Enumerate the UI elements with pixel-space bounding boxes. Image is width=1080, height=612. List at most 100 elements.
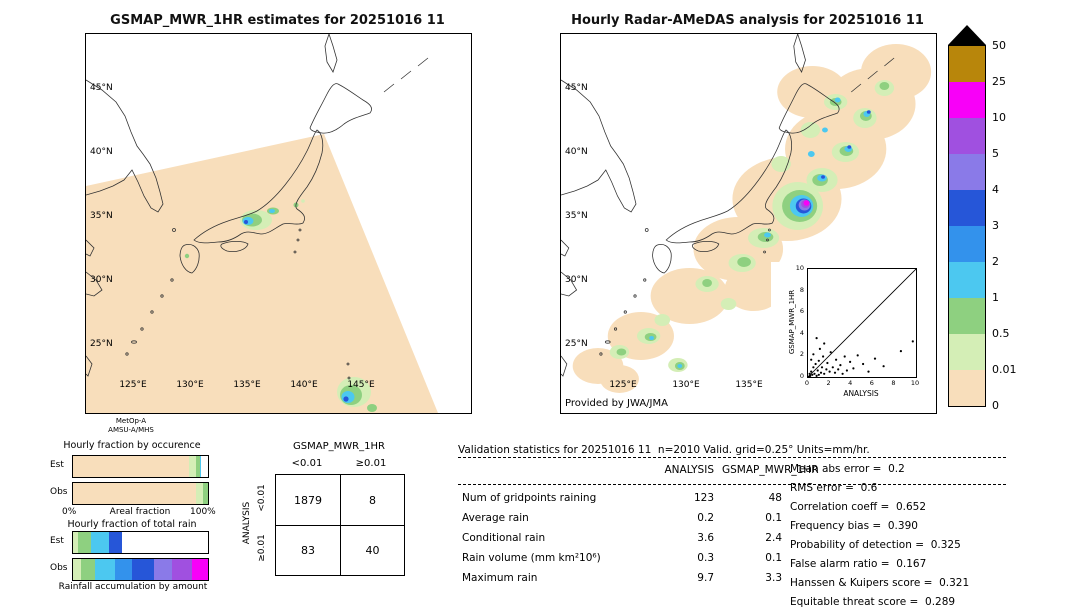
- stats-value-gsmap: 2.4: [765, 532, 782, 544]
- scatter-point: [820, 366, 824, 369]
- bar-segment: [73, 559, 82, 580]
- map-credit: Provided by JWA/JMA: [565, 398, 668, 409]
- scatter-point: [809, 374, 812, 377]
- total-rain-bar-obs: [72, 558, 209, 581]
- stats-row: Num of gridpoints raining 123 48: [462, 488, 782, 508]
- scatter-point: [816, 369, 819, 372]
- contingency-cell: 1879: [294, 493, 322, 507]
- colorbar-segment: [949, 154, 985, 190]
- inset-plot-frame: [807, 268, 917, 378]
- stats-value-analysis: 0.2: [697, 512, 714, 524]
- inset-x-tick: 6: [869, 379, 874, 387]
- scatter-point: [810, 370, 813, 373]
- colorbar-labels: 50 25 10 5 4 3 2 1 0.5 0.01 0: [992, 25, 1036, 425]
- lon-label: 130°E: [672, 380, 700, 390]
- scatter-point: [815, 337, 818, 340]
- contingency-cell: 83: [276, 525, 340, 575]
- left-map-title: GSMAP_MWR_1HR estimates for 20251016 11: [110, 13, 445, 28]
- coastlines: [86, 34, 429, 380]
- colorbar: [948, 25, 986, 407]
- stats-value-gsmap: 0.1: [765, 552, 782, 564]
- colorbar-label: 0.01: [992, 363, 1017, 376]
- total-rain-caption: Rainfall accumulation by amount: [58, 582, 208, 592]
- lon-label: 140°E: [290, 380, 318, 390]
- contingency-row-header: ≥0.01: [257, 534, 267, 562]
- bar-segment: [73, 483, 196, 504]
- inset-y-tick: 6: [799, 307, 804, 316]
- stat-line: Hanssen & Kuipers score = 0.321: [790, 577, 970, 589]
- scatter-point: [812, 353, 815, 356]
- lat-label: 35°N: [90, 211, 113, 221]
- occurrence-bar-obs: [72, 482, 209, 505]
- occurrence-caption: Areal fraction: [109, 507, 171, 517]
- scatter-point: [826, 361, 829, 365]
- scatter-point: [829, 351, 832, 354]
- lon-label: 145°E: [347, 380, 375, 390]
- lon-label: 135°E: [233, 380, 261, 390]
- scatter-point: [818, 347, 821, 350]
- stats-col-analysis: ANALYSIS: [664, 464, 714, 476]
- scatter-points: [808, 337, 914, 378]
- stat-line: RMS error = 0.6: [790, 482, 878, 494]
- stats-row: Conditional rain 3.6 2.4: [462, 528, 782, 548]
- scatter-point: [823, 372, 826, 375]
- scatter-point: [811, 373, 814, 376]
- lat-label: 45°N: [90, 83, 113, 93]
- obs-label: Obs: [50, 487, 68, 497]
- scatter-point: [849, 360, 852, 363]
- lon-label: 135°E: [735, 380, 763, 390]
- scatter-point: [911, 340, 914, 343]
- right-map: Provided by JWA/JMA GSMAP_MWR_1HR ANALYS…: [560, 33, 937, 414]
- colorbar-segment: [949, 46, 985, 82]
- bar-segment: [81, 559, 95, 580]
- est-label: Est: [50, 460, 64, 470]
- bar-segment: [153, 559, 172, 580]
- scatter-point: [825, 368, 828, 371]
- stats-value-gsmap: 3.3: [765, 572, 782, 584]
- lon-label: 125°E: [119, 380, 147, 390]
- scatter-point: [817, 373, 820, 376]
- lat-label: 40°N: [565, 147, 588, 157]
- bar-segment: [202, 483, 208, 504]
- colorbar-label: 1: [992, 291, 999, 304]
- colorbar-segment: [949, 370, 985, 406]
- stat-line: Frequency bias = 0.390: [790, 520, 918, 532]
- occurrence-axis-max: 100%: [190, 507, 216, 517]
- inset-y-tick: 8: [799, 285, 804, 294]
- stats-row-label: Num of gridpoints raining: [462, 492, 597, 504]
- scatter-point: [819, 371, 823, 374]
- right-map-title: Hourly Radar-AMeDAS analysis for 2025101…: [571, 13, 924, 28]
- scatter-point: [837, 368, 840, 371]
- bar-segment: [195, 456, 200, 477]
- stat-line: Mean abs error = 0.2: [790, 463, 905, 475]
- bar-segment: [94, 559, 115, 580]
- lat-label: 35°N: [565, 211, 588, 221]
- colorbar-segment: [949, 298, 985, 334]
- stats-value-analysis: 123: [693, 492, 714, 504]
- sensor-note: MetOp-A AMSU-A/MHS: [85, 417, 177, 435]
- scatter-point: [862, 362, 865, 366]
- inset-y-tick: 2: [799, 350, 804, 359]
- contingency-cell: 40: [340, 525, 404, 575]
- bar-segment: [73, 456, 190, 477]
- total-rain-bar-est: [72, 531, 209, 554]
- left-map-canvas: [86, 34, 438, 413]
- stats-row: Rain volume (mm km²10⁶) 0.3 0.1: [462, 548, 782, 568]
- colorbar-segment: [949, 226, 985, 262]
- right-map-canvas: [561, 34, 932, 393]
- stat-line: Probability of detection = 0.325: [790, 539, 961, 551]
- stats-value-analysis: 3.6: [697, 532, 714, 544]
- colorbar-label: 4: [992, 183, 999, 196]
- scatter-point: [833, 371, 837, 374]
- occurrence-axis-min: 0%: [62, 507, 77, 517]
- bar-segment: [114, 559, 133, 580]
- satellite-swath: [86, 134, 438, 413]
- scatter-point: [843, 355, 846, 358]
- stats-row-label: Rain volume (mm km²10⁶): [462, 552, 601, 564]
- inset-y-tick: 0: [799, 372, 804, 380]
- dashed-rule: [458, 457, 1006, 458]
- colorbar-label: 5: [992, 147, 999, 160]
- colorbar-label: 0.5: [992, 327, 1010, 340]
- scatter-point: [823, 342, 826, 345]
- stats-row-label: Conditional rain: [462, 532, 546, 544]
